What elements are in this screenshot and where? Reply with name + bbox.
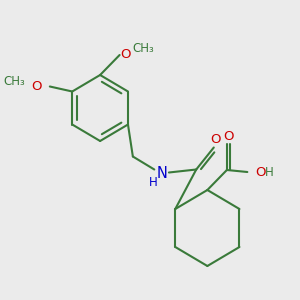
- Text: CH₃: CH₃: [4, 75, 26, 88]
- Text: O: O: [32, 80, 42, 93]
- Text: O: O: [211, 133, 221, 146]
- Text: O: O: [120, 49, 131, 62]
- Text: O: O: [255, 166, 266, 178]
- Text: H: H: [149, 176, 158, 189]
- Text: O: O: [224, 130, 234, 142]
- Text: H: H: [265, 167, 274, 179]
- Text: CH₃: CH₃: [132, 43, 154, 56]
- Text: N: N: [157, 166, 167, 181]
